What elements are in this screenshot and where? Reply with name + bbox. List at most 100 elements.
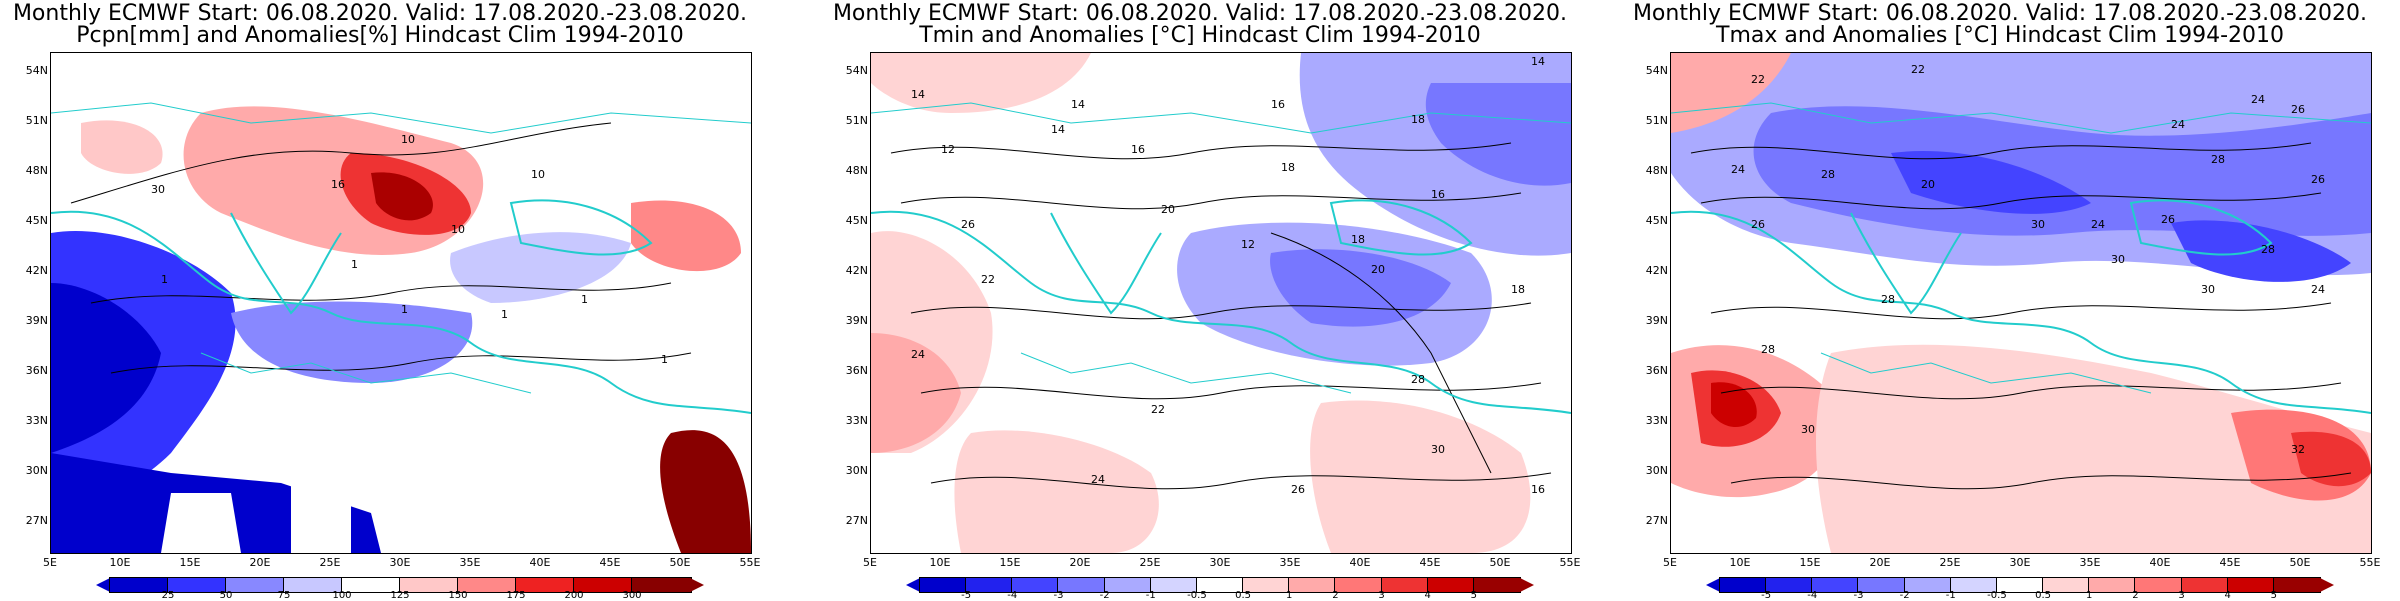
colorbar-segment (631, 577, 692, 593)
colorbar-segment (341, 577, 402, 593)
colorbar-label: 175 (506, 590, 526, 601)
lat-tick: 45N (1645, 214, 1668, 227)
map-pcpn: 10 30 16 10 1 1 10 1 1 1 1 (50, 52, 752, 554)
colorbar-segment (1811, 577, 1860, 593)
colorbar-label: -4 (1807, 590, 1818, 601)
colorbar-end-left (1706, 578, 1720, 592)
lon-tick: 15E (1799, 556, 1821, 569)
contour-label: 24 (2091, 218, 2105, 231)
contour-label: 14 (1531, 55, 1545, 68)
colorbar-label: -0.5 (1987, 590, 2007, 601)
contour-label: 18 (1411, 113, 1425, 126)
lon-tick: 50E (669, 556, 691, 569)
lon-tick: 45E (1419, 556, 1441, 569)
colorbar-label: -4 (1007, 590, 1018, 601)
lon-tick: 35E (1279, 556, 1301, 569)
colorbar-label: -2 (1099, 590, 1110, 601)
colorbar-segment (167, 577, 228, 593)
colorbar-segment (1334, 577, 1384, 593)
lat-tick: 36N (25, 364, 48, 377)
lat-tick: 51N (1645, 114, 1668, 127)
colorbar-segment (399, 577, 460, 593)
contour-label: 28 (1881, 293, 1895, 306)
contour-label: 28 (2261, 243, 2275, 256)
colorbar-segment (109, 577, 170, 593)
colorbar-segment (965, 577, 1014, 593)
colorbar-end-right (1520, 578, 1534, 592)
contour-label: 30 (1431, 443, 1445, 456)
contour-label: 20 (1161, 203, 1175, 216)
colorbar-label: 4 (2224, 590, 2231, 601)
contour-label: 30 (151, 183, 165, 196)
colorbar-segment (283, 577, 344, 593)
lon-tick: 30E (389, 556, 411, 569)
lat-tick: 33N (845, 414, 868, 427)
colorbar-label: 100 (332, 590, 352, 601)
contour-label: 1 (351, 258, 358, 271)
lon-tick: 40E (2149, 556, 2171, 569)
colorbar-label: 0.5 (2035, 590, 2052, 601)
contour-label: 26 (1291, 483, 1305, 496)
lon-tick: 45E (2219, 556, 2241, 569)
lat-tick: 51N (845, 114, 868, 127)
contour-label: 16 (1431, 188, 1445, 201)
lat-tick: 42N (1645, 264, 1668, 277)
colorbar-label: -2 (1899, 590, 1910, 601)
colorbar-segment (1195, 577, 1245, 593)
contour-label: 28 (1411, 373, 1425, 386)
lat-tick: 54N (845, 64, 868, 77)
colorbar-segment (2226, 577, 2276, 593)
panel-title-line1: Monthly ECMWF Start: 06.08.2020. Valid: … (1632, 1, 2368, 26)
lon-tick: 55E (2359, 556, 2381, 569)
colorbar-label: 3 (2178, 590, 2185, 601)
lat-tick: 27N (845, 514, 868, 527)
contour-label: 24 (2311, 283, 2325, 296)
colorbar-label: 5 (1470, 590, 1478, 601)
colorbar-segment (2134, 577, 2184, 593)
lat-tick: 27N (1645, 514, 1668, 527)
map-tmin: 14 14 14 16 12 18 16 14 18 16 20 12 18 1… (870, 52, 1572, 554)
lat-tick: 48N (845, 164, 868, 177)
lon-tick: 25E (319, 556, 341, 569)
contour-label: 20 (1371, 263, 1385, 276)
contour-label: 1 (501, 308, 508, 321)
contour-label: 14 (1071, 98, 1085, 111)
contour-label: 22 (1911, 63, 1925, 76)
lon-tick: 35E (2079, 556, 2101, 569)
contour-label: 26 (2311, 173, 2325, 186)
lat-tick: 36N (1645, 364, 1668, 377)
contour-label: 16 (331, 178, 345, 191)
lat-tick: 39N (25, 314, 48, 327)
colorbar-segment (1995, 577, 2045, 593)
lat-tick: 39N (845, 314, 868, 327)
contour-label: 24 (911, 348, 925, 361)
contour-label: 18 (1351, 233, 1365, 246)
contour-label: 30 (2201, 283, 2215, 296)
contour-label: 24 (1731, 163, 1745, 176)
contour-label: 26 (961, 218, 975, 231)
lon-tick: 35E (459, 556, 481, 569)
contour-label: 16 (1531, 483, 1545, 496)
lon-tick: 25E (1939, 556, 1961, 569)
colorbar-label: -0.5 (1187, 590, 1207, 601)
panel-title-line1: Monthly ECMWF Start: 06.08.2020. Valid: … (832, 1, 1568, 26)
contour-label: 28 (1821, 168, 1835, 181)
colorbar-segment (1949, 577, 1999, 593)
contour-label: 12 (1241, 238, 1255, 251)
colorbar-label: 1 (1286, 590, 1293, 601)
contour-label: 14 (1051, 123, 1065, 136)
lat-tick: 45N (25, 214, 48, 227)
panel-title-line2: Pcpn[mm] and Anomalies[%] Hindcast Clim … (76, 23, 684, 48)
colorbar-label: -5 (1761, 590, 1772, 601)
panel-tmin: Monthly ECMWF Start: 06.08.2020. Valid: … (820, 0, 1581, 601)
colorbar-end-left (906, 578, 920, 592)
lon-tick: 5E (863, 556, 877, 569)
lat-tick: 54N (1645, 64, 1668, 77)
lon-tick: 10E (1729, 556, 1751, 569)
colorbar-segment (2088, 577, 2137, 593)
colorbar-segment (1380, 577, 1430, 593)
colorbar-label: 1 (2086, 590, 2093, 601)
colorbar-segment (1149, 577, 1199, 593)
colorbar-segment (1765, 577, 1814, 593)
lon-tick: 40E (1349, 556, 1371, 569)
